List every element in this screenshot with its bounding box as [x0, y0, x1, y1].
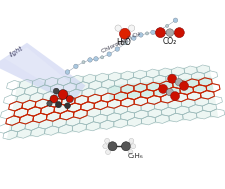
Circle shape [55, 101, 62, 108]
Circle shape [108, 142, 117, 151]
Text: H₂O: H₂O [116, 38, 131, 47]
Circle shape [94, 57, 98, 61]
Circle shape [151, 30, 155, 35]
Circle shape [119, 28, 130, 39]
Circle shape [106, 150, 110, 155]
Circle shape [157, 28, 162, 32]
Circle shape [124, 42, 127, 45]
Circle shape [115, 47, 119, 51]
Circle shape [145, 32, 148, 35]
Text: CO₂: CO₂ [163, 37, 177, 46]
Circle shape [166, 29, 174, 36]
Circle shape [166, 89, 173, 96]
Circle shape [174, 28, 184, 38]
Circle shape [131, 144, 136, 149]
Circle shape [66, 95, 73, 103]
Circle shape [50, 95, 58, 103]
Polygon shape [0, 43, 86, 104]
Circle shape [105, 138, 110, 143]
Circle shape [74, 64, 78, 69]
Circle shape [58, 90, 68, 99]
Circle shape [65, 70, 70, 74]
Circle shape [171, 92, 180, 101]
Text: light: light [9, 45, 25, 58]
Circle shape [175, 78, 182, 86]
Polygon shape [4, 47, 76, 97]
Circle shape [155, 28, 165, 38]
Circle shape [88, 58, 92, 62]
Circle shape [115, 25, 121, 31]
Circle shape [168, 74, 177, 83]
Circle shape [128, 25, 135, 31]
Polygon shape [109, 77, 214, 100]
Circle shape [139, 33, 143, 37]
Circle shape [122, 142, 130, 151]
Circle shape [129, 138, 134, 143]
Circle shape [128, 150, 133, 155]
Circle shape [159, 84, 168, 93]
Circle shape [132, 36, 136, 40]
Circle shape [180, 81, 189, 91]
Circle shape [53, 88, 59, 94]
Circle shape [101, 56, 104, 59]
Text: C₂H₆: C₂H₆ [128, 153, 143, 159]
Text: Chlorophyll Cu: Chlorophyll Cu [101, 31, 142, 54]
Circle shape [173, 18, 178, 22]
Circle shape [166, 24, 169, 27]
Circle shape [82, 60, 85, 64]
Polygon shape [7, 65, 218, 139]
Circle shape [47, 101, 52, 106]
Circle shape [65, 103, 70, 109]
Circle shape [103, 144, 108, 149]
Circle shape [107, 52, 111, 56]
